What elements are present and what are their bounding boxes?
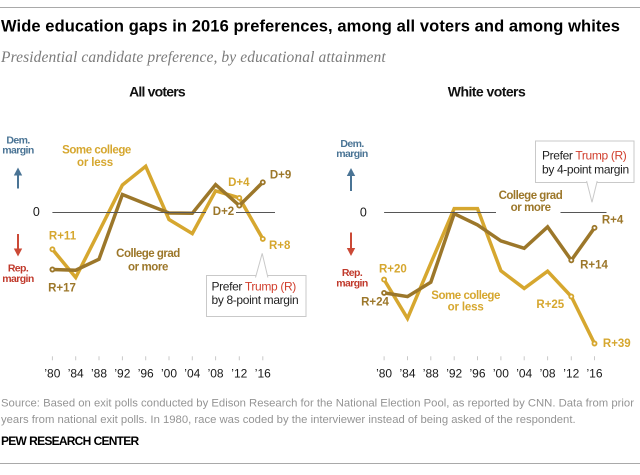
svg-text:’04: ’04 <box>184 366 200 380</box>
svg-text:’80: ’80 <box>376 366 392 380</box>
svg-text:’12: ’12 <box>563 366 579 380</box>
svg-text:or more: or more <box>128 262 168 274</box>
svg-text:margin: margin <box>2 145 34 157</box>
svg-text:R+4: R+4 <box>602 215 624 227</box>
svg-text:R+8: R+8 <box>269 240 291 252</box>
svg-text:R+39: R+39 <box>603 338 631 350</box>
svg-text:margin: margin <box>336 278 368 290</box>
svg-text:or less: or less <box>77 157 113 169</box>
svg-text:’80: ’80 <box>44 366 60 380</box>
svg-text:years from national exit polls: years from national exit polls. In 1980,… <box>1 414 576 426</box>
svg-text:’88: ’88 <box>423 366 439 380</box>
svg-text:Some college: Some college <box>431 290 500 302</box>
svg-text:’04: ’04 <box>516 366 532 380</box>
svg-text:Source: Based on exit polls co: Source: Based on exit polls conducted by… <box>1 398 634 410</box>
svg-text:College grad: College grad <box>116 248 180 260</box>
svg-text:Dem.: Dem. <box>6 135 30 147</box>
svg-text:R+20: R+20 <box>379 264 407 276</box>
svg-text:’96: ’96 <box>138 366 154 380</box>
svg-text:by 8-point margin: by 8-point margin <box>212 293 299 307</box>
svg-text:Presidential candidate prefere: Presidential candidate preference, by ed… <box>0 49 386 66</box>
svg-text:’08: ’08 <box>208 366 224 380</box>
svg-text:All voters: All voters <box>129 84 186 100</box>
svg-text:R+14: R+14 <box>580 260 608 272</box>
svg-text:Prefer Trump (R): Prefer Trump (R) <box>542 149 627 163</box>
svg-text:or less: or less <box>448 302 484 314</box>
svg-text:Wide education gaps in 2016 pr: Wide education gaps in 2016 preferences,… <box>1 18 620 36</box>
svg-text:R+17: R+17 <box>48 283 76 295</box>
svg-text:’96: ’96 <box>469 366 485 380</box>
svg-text:D+4: D+4 <box>228 177 250 189</box>
svg-text:D+2: D+2 <box>213 206 234 218</box>
svg-text:Some college: Some college <box>62 145 131 157</box>
svg-text:D+9: D+9 <box>270 169 291 181</box>
svg-text:’16: ’16 <box>255 366 271 380</box>
svg-text:’84: ’84 <box>399 366 415 380</box>
svg-text:Rep.: Rep. <box>8 263 29 275</box>
svg-text:0: 0 <box>360 205 367 219</box>
svg-text:White voters: White voters <box>448 84 526 100</box>
svg-text:R+24: R+24 <box>361 297 389 309</box>
svg-text:’00: ’00 <box>161 366 177 380</box>
svg-text:’88: ’88 <box>91 366 107 380</box>
svg-text:’92: ’92 <box>114 366 130 380</box>
svg-text:R+11: R+11 <box>49 230 77 242</box>
svg-text:’92: ’92 <box>446 366 462 380</box>
svg-text:’08: ’08 <box>540 366 556 380</box>
svg-text:margin: margin <box>2 273 34 285</box>
svg-text:Rep.: Rep. <box>342 267 363 279</box>
svg-text:Prefer Trump (R): Prefer Trump (R) <box>212 280 297 294</box>
svg-text:margin: margin <box>336 148 368 160</box>
svg-text:by 4-point margin: by 4-point margin <box>542 163 629 177</box>
svg-text:or more: or more <box>511 202 551 214</box>
svg-text:R+25: R+25 <box>536 299 564 311</box>
svg-text:Dem.: Dem. <box>340 138 364 150</box>
svg-text:’00: ’00 <box>493 366 509 380</box>
svg-text:’16: ’16 <box>586 366 602 380</box>
svg-text:0: 0 <box>33 205 40 219</box>
svg-text:PEW RESEARCH CENTER: PEW RESEARCH CENTER <box>1 434 140 448</box>
svg-text:College grad: College grad <box>499 190 563 202</box>
svg-text:’84: ’84 <box>68 366 84 380</box>
svg-text:’12: ’12 <box>231 366 247 380</box>
